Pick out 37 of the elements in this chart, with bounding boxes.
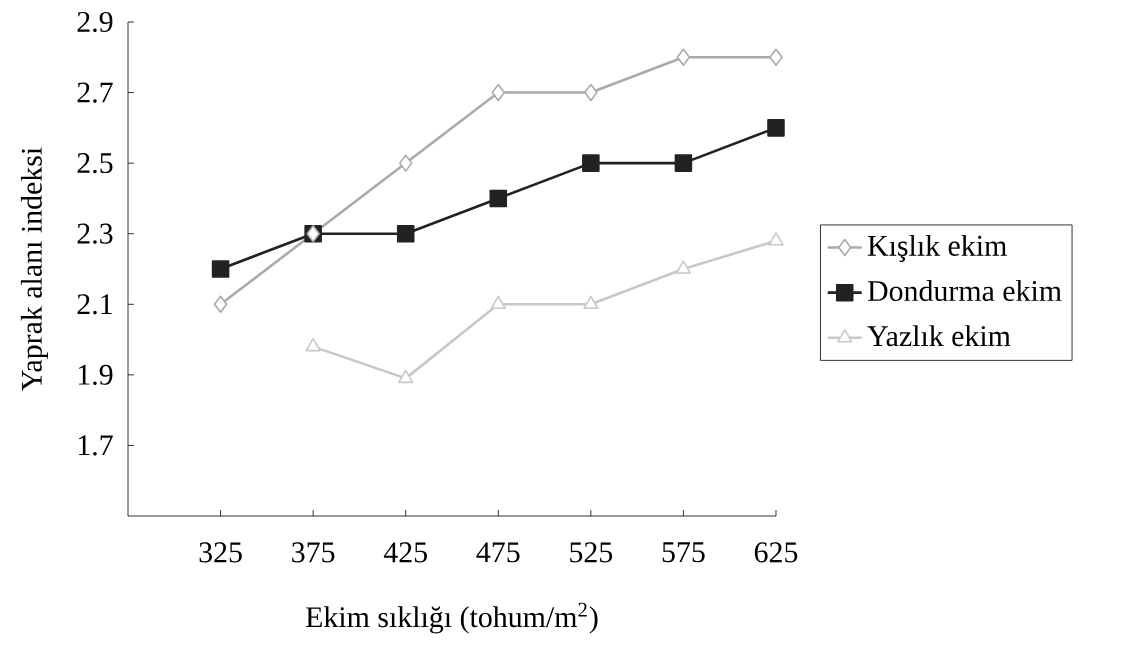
point [676, 48, 691, 67]
y-axis-title: Yaprak alanı indeksi [20, 147, 48, 391]
point [582, 154, 600, 172]
point [583, 295, 599, 310]
y-tick-label: 2.7 [77, 82, 113, 103]
point [768, 232, 784, 246]
legend-label: Yazlık ekim [867, 325, 1011, 347]
point [213, 295, 228, 314]
legend-label: Kışlık ekim [867, 234, 1007, 263]
y-tick-label: 2.3 [77, 223, 113, 244]
point [491, 83, 506, 102]
point [398, 154, 413, 172]
point [398, 369, 414, 384]
x-tick-label: 375 [292, 542, 335, 563]
point [305, 337, 321, 352]
legend-label: Dondurma ekim [867, 280, 1062, 302]
y-tick-label: 2.1 [77, 294, 112, 315]
x-axis-title: Ekim sıklığı (tohum/m$^{2}$) [306, 602, 598, 634]
x-tick-label: 525 [570, 542, 613, 563]
x-tick-label: 625 [754, 542, 798, 563]
x-tick-label: 475 [476, 542, 520, 563]
y-tick-label: 1.9 [78, 364, 113, 385]
point [584, 83, 598, 102]
point [767, 119, 785, 137]
y-tick-label: 2.5 [77, 153, 113, 174]
point [769, 48, 783, 67]
point [489, 189, 508, 208]
y-tick-label: 1.7 [78, 435, 113, 456]
x-tick-label: 425 [383, 542, 427, 563]
x-tick-label: 575 [662, 542, 705, 563]
x-tick-label: 325 [199, 542, 242, 563]
point [211, 260, 230, 278]
point [490, 295, 506, 310]
point [675, 260, 692, 274]
point [396, 224, 415, 243]
point [674, 154, 693, 172]
y-tick-label: 2.9 [77, 11, 113, 33]
